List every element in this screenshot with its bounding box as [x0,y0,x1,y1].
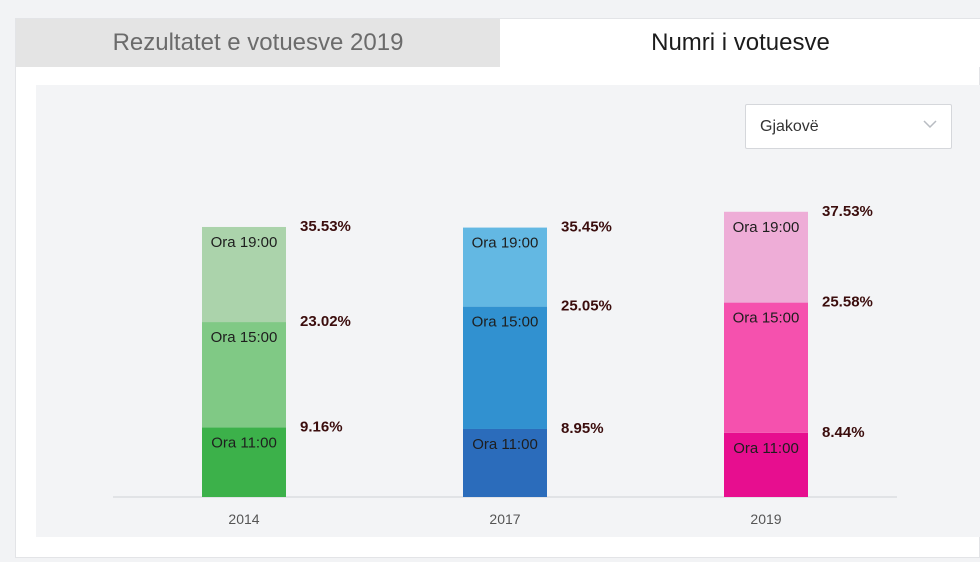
data-label: 8.95% [561,420,604,437]
bar-segment [724,302,808,433]
tab-voter-results-label: Rezultatet e votuesve 2019 [112,29,404,56]
data-label: 35.53% [300,218,351,235]
bar-segment [202,226,286,323]
bar-segment-label: Ora 15:00 [472,314,539,331]
municipality-select-value: Gjakovë [760,117,819,135]
tab-voter-count[interactable]: Numri i votuesve [500,19,980,67]
bar-segment-label: Ora 19:00 [211,234,278,251]
bar-segment-label: Ora 19:00 [733,219,800,236]
data-label: 23.02% [300,313,351,330]
tab-voter-results[interactable]: Rezultatet e votuesve 2019 [16,19,500,67]
bar-segment [463,428,547,497]
bar-segment [724,432,808,497]
bar-segment [724,211,808,303]
x-tick-label: 2014 [228,511,259,527]
bar-segment [202,427,286,497]
municipality-select[interactable]: Gjakovë [745,104,952,149]
data-label: 25.58% [822,294,873,311]
bar-segment [463,306,547,429]
data-label: 8.44% [822,424,865,441]
bar-segment-label: Ora 19:00 [472,235,539,252]
data-label: 35.45% [561,219,612,236]
bar-segment-label: Ora 15:00 [211,329,278,346]
data-label: 9.16% [300,418,343,435]
bar-segment-label: Ora 11:00 [733,440,799,457]
bar-segment [463,227,547,307]
bar-segment-label: Ora 11:00 [211,434,277,451]
data-label: 25.05% [561,298,612,315]
bar-segment-label: Ora 15:00 [733,310,800,327]
x-tick-label: 2017 [489,511,520,527]
data-label: 37.53% [822,203,873,220]
chevron-down-icon [923,120,937,129]
x-tick-label: 2019 [750,511,781,527]
bar-segment-label: Ora 11:00 [472,436,538,453]
tab-voter-count-label: Numri i votuesve [651,29,830,56]
bar-segment [202,322,286,428]
